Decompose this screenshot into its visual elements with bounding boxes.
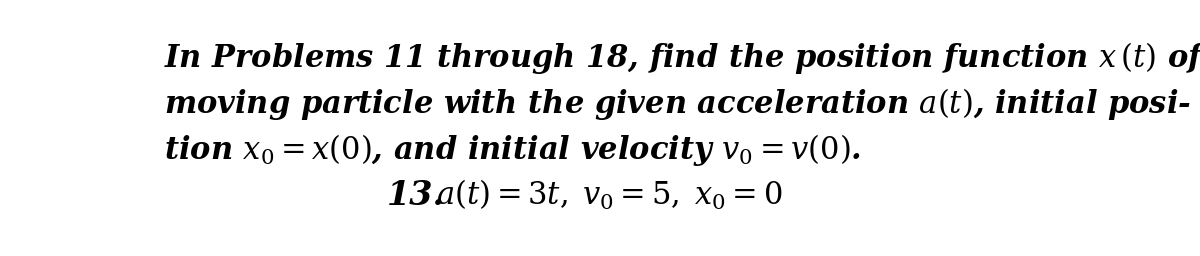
Text: tion $x_0 = x(0)$, and initial velocity $v_0 = v(0)$.: tion $x_0 = x(0)$, and initial velocity … — [164, 132, 862, 168]
Text: moving particle with the given acceleration $a(t)$, initial posi-: moving particle with the given accelerat… — [164, 86, 1192, 122]
Text: $a(t) = 3t,\; v_0 = 5,\; x_0 = 0$: $a(t) = 3t,\; v_0 = 5,\; x_0 = 0$ — [437, 178, 782, 212]
Text: In Problems 11 through 18, find the position function $x\,(t)$ of a: In Problems 11 through 18, find the posi… — [164, 40, 1200, 76]
Text: 13.: 13. — [388, 179, 445, 212]
